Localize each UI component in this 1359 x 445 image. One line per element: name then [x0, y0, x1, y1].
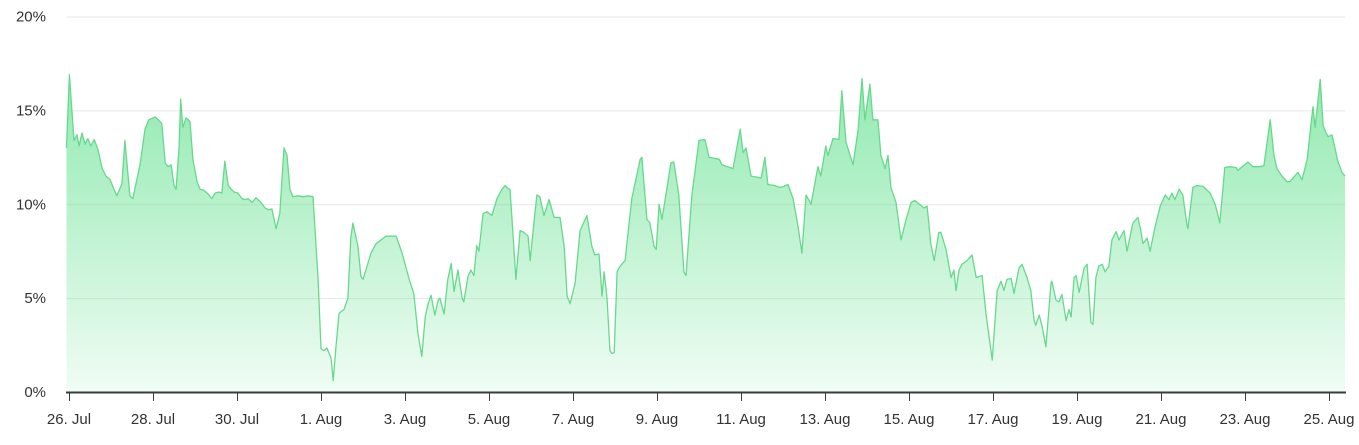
x-axis-label: 30. Jul [215, 411, 259, 428]
x-axis-label: 17. Aug [968, 411, 1019, 428]
x-axis [66, 391, 1346, 401]
y-axis-label: 10% [16, 196, 46, 213]
y-axis-label: 0% [24, 384, 46, 401]
x-axis-label: 1. Aug [300, 411, 343, 428]
x-axis-label: 3. Aug [384, 411, 427, 428]
y-axis-label: 20% [16, 9, 46, 26]
x-axis-label: 21. Aug [1136, 411, 1187, 428]
axis-labels: 26. Jul 28. Jul 30. Jul 1. Aug 3. Aug 5. Aug 7… [16, 9, 1354, 429]
x-axis-label: 9. Aug [636, 411, 679, 428]
x-axis-label: 5. Aug [468, 411, 511, 428]
x-axis-label: 19. Aug [1052, 411, 1103, 428]
area-series-line [65, 74, 1346, 382]
x-axis-label: 11. Aug [716, 411, 766, 428]
area-series [65, 74, 1346, 392]
area-series-fill[interactable] [66, 74, 1346, 392]
x-axis-label: 13. Aug [800, 411, 851, 428]
y-axis-label: 15% [16, 102, 46, 119]
x-axis-label: 26. Jul [47, 411, 91, 428]
x-axis-label: 15. Aug [884, 411, 935, 428]
x-axis-label: 7. Aug [552, 411, 595, 428]
x-axis-label: 28. Jul [131, 411, 175, 428]
x-axis-label: 25. Aug [1304, 411, 1355, 428]
x-axis-label: 23. Aug [1220, 411, 1271, 428]
y-axis-label: 5% [24, 290, 46, 307]
